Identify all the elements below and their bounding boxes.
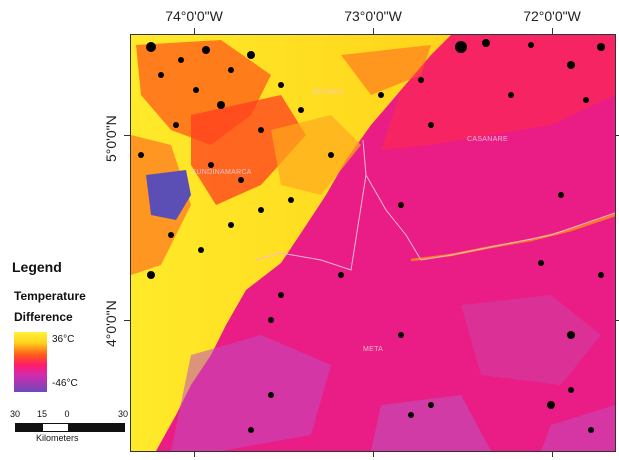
place-label-casanare: CASANARE xyxy=(467,136,508,143)
scale-tick-label: 30 xyxy=(117,409,129,419)
graticule-tick xyxy=(552,451,553,457)
scale-tick-label: 30 xyxy=(9,409,21,419)
scale-tick-label: 0 xyxy=(64,409,70,419)
graticule-tick xyxy=(373,451,374,457)
legend-title: Legend xyxy=(12,259,62,275)
legend-variable-line1: Temperature xyxy=(14,289,86,303)
temperature-map[interactable]: BOYACA CUNDINAMARCA CASANARE META xyxy=(130,34,616,452)
longitude-label-74w: 74°0'0"W xyxy=(165,8,223,24)
graticule-tick xyxy=(194,28,195,34)
graticule-tick xyxy=(194,451,195,457)
legend-variable-line2: Difference xyxy=(14,310,73,324)
scale-unit: Kilometers xyxy=(36,433,79,443)
scale-tick-label: 15 xyxy=(36,409,48,419)
place-label-boyaca: BOYACA xyxy=(313,89,344,96)
graticule-tick xyxy=(552,28,553,34)
cloud-mask xyxy=(138,39,605,433)
scale-segment xyxy=(68,424,124,431)
scale-segment xyxy=(16,424,43,431)
place-label-meta: META xyxy=(363,346,384,353)
legend-color-ramp xyxy=(14,332,47,392)
graticule-tick xyxy=(124,135,130,136)
latitude-label-5n: 5°0'0"N xyxy=(103,115,119,162)
place-label-cundinamarca: CUNDINAMARCA xyxy=(191,169,252,176)
graticule-tick xyxy=(373,28,374,34)
legend-max-value: 36°C xyxy=(52,334,75,345)
graticule-tick xyxy=(614,320,619,321)
reservoir xyxy=(146,170,191,220)
latitude-label-4n: 4°0'0"N xyxy=(103,300,119,347)
graticule-tick xyxy=(124,320,130,321)
legend-min-value: -46°C xyxy=(52,378,78,389)
graticule-tick xyxy=(614,135,619,136)
map-raster xyxy=(131,35,615,451)
scale-bar xyxy=(15,423,125,432)
longitude-label-72w: 72°0'0"W xyxy=(523,8,581,24)
longitude-label-73w: 73°0'0"W xyxy=(344,8,402,24)
